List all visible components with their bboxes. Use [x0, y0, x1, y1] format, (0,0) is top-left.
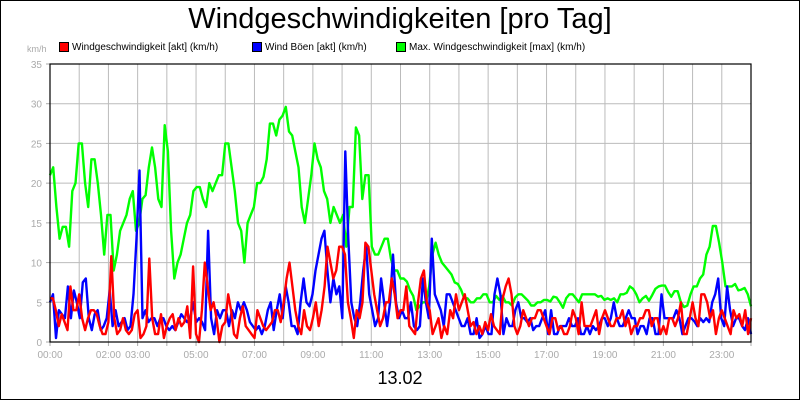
- legend-item-wind-boeen: Wind Böen [akt] (km/h): [252, 40, 367, 54]
- legend-swatch-green: [396, 42, 406, 52]
- y-tick-label: 5: [36, 298, 42, 309]
- x-tick-label: 13:00: [417, 350, 442, 361]
- y-tick-label: 30: [31, 100, 43, 111]
- x-tick-label: 03:00: [125, 350, 150, 361]
- y-tick-label: 15: [31, 219, 43, 230]
- x-tick-label: 19:00: [592, 350, 617, 361]
- x-tick-label: 23:00: [709, 350, 734, 361]
- x-tick-label: 11:00: [359, 350, 384, 361]
- x-tick-label: 02:00: [96, 350, 121, 361]
- series-line: [48, 105, 753, 312]
- x-tick-label: 21:00: [651, 350, 676, 361]
- chart-series: [48, 105, 753, 344]
- y-tick-label: 0: [36, 338, 42, 349]
- chart-title: Windgeschwindigkeiten [pro Tag]: [188, 3, 612, 35]
- chart-grid: [50, 64, 751, 342]
- x-tick-label: 09:00: [300, 350, 325, 361]
- legend-item-max-windgeschwindigkeit: Max. Windgeschwindigkeit [max] (km/h): [396, 40, 585, 54]
- x-tick-label: 05:00: [184, 350, 209, 361]
- x-tick-label: 07:00: [242, 350, 267, 361]
- x-axis-ticks: 00:00 02:00 03:00 05:00 07:00 09:00 11:00 13:00…: [37, 342, 752, 361]
- plot-area-border: [49, 63, 752, 343]
- y-tick-label: 20: [31, 179, 43, 190]
- legend-label: Wind Böen [akt] (km/h): [265, 41, 367, 53]
- x-tick-label: 00:00: [37, 350, 62, 361]
- x-axis-date-label: 13.02: [377, 368, 423, 388]
- legend-item-windgeschwindigkeit: Windgeschwindigkeit [akt] (km/h): [59, 40, 218, 54]
- legend-label: Windgeschwindigkeit [akt] (km/h): [72, 41, 219, 53]
- y-tick-label: 25: [31, 139, 43, 150]
- x-tick-label: 17:00: [534, 350, 559, 361]
- legend-swatch-blue: [252, 42, 262, 52]
- y-axis-unit-label: km/h: [27, 44, 47, 54]
- y-tick-label: 35: [31, 60, 43, 71]
- legend-swatch-red: [59, 42, 69, 52]
- series-line: [50, 241, 753, 344]
- legend-label: Max. Windgeschwindigkeit [max] (km/h): [409, 41, 586, 53]
- x-tick-label: 15:00: [476, 350, 501, 361]
- y-axis-ticks: 0 5 10 15 20 25 30 35: [31, 60, 50, 349]
- y-tick-label: 10: [31, 259, 43, 270]
